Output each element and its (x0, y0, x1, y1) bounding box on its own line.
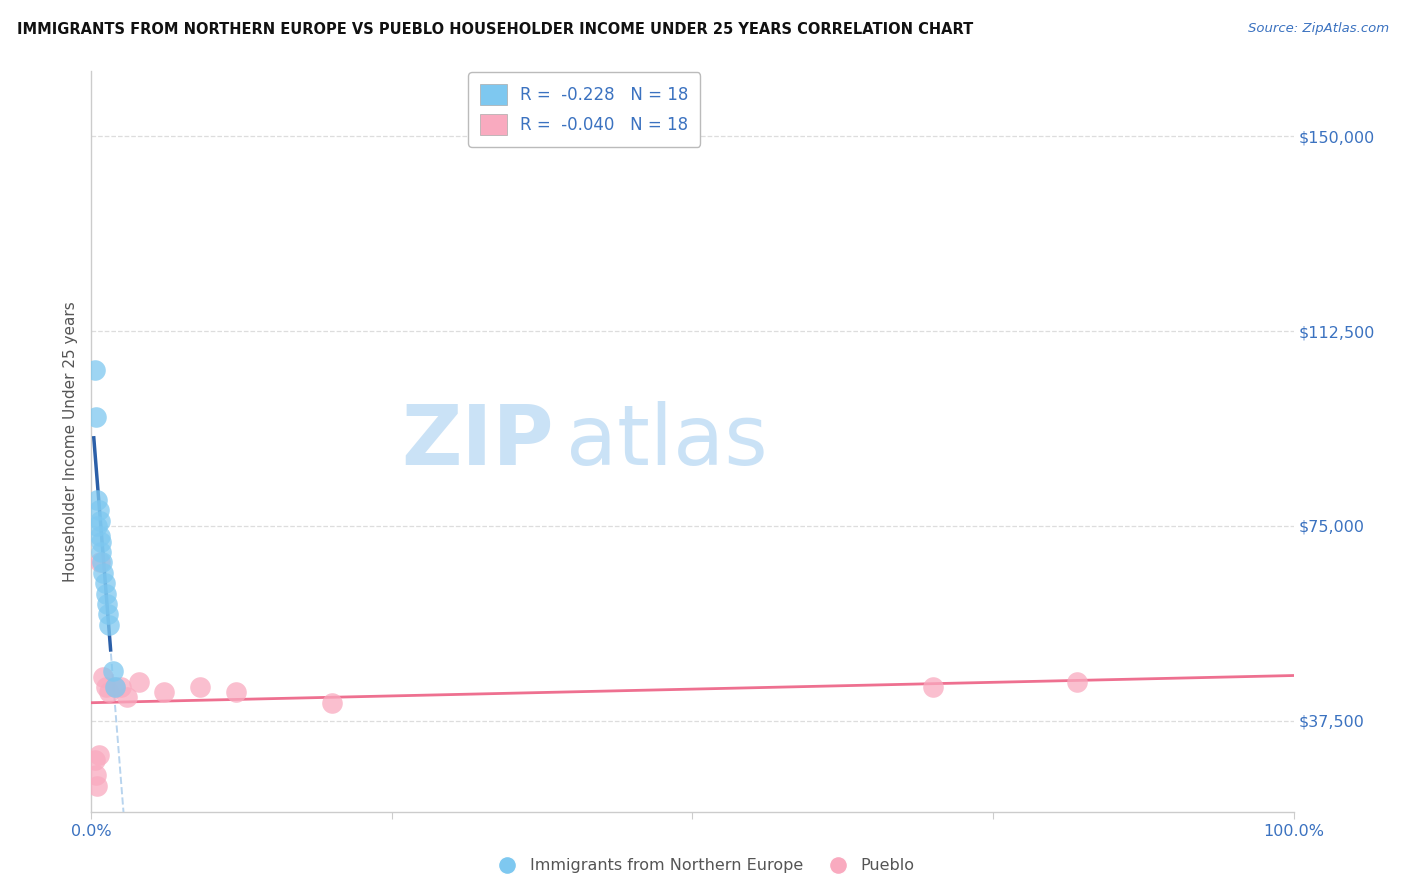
Point (98, 685, 121, 699)
Text: IMMIGRANTS FROM NORTHERN EUROPE VS PUEBLO HOUSEHOLDER INCOME UNDER 25 YEARS CORR: IMMIGRANTS FROM NORTHERN EUROPE VS PUEBL… (17, 22, 973, 37)
Point (93, 566, 115, 580)
Point (84, 753, 107, 767)
Point (89, 514, 111, 528)
Point (321, 696, 343, 710)
Point (1066, 674, 1088, 689)
Point (94, 680, 117, 694)
Point (922, 680, 945, 694)
Point (91, 555, 114, 569)
Point (152, 685, 174, 699)
Point (86, 519, 108, 533)
Text: atlas: atlas (567, 401, 768, 482)
Point (93, 670, 115, 684)
Point (96, 597, 118, 611)
Point (98, 617, 121, 632)
Legend: Immigrants from Northern Europe, Pueblo: Immigrants from Northern Europe, Pueblo (485, 852, 921, 880)
Point (86, 779, 108, 793)
Point (225, 685, 247, 699)
Point (94, 586, 117, 600)
Point (86, 493, 108, 508)
Point (84, 409, 107, 424)
Point (87, 747, 110, 762)
Point (89, 529, 111, 543)
Point (84, 768, 107, 782)
Point (110, 680, 132, 694)
Text: ZIP: ZIP (402, 401, 554, 482)
Point (104, 680, 127, 694)
Point (188, 680, 211, 694)
Point (93, 576, 115, 591)
Point (104, 680, 127, 694)
Text: Source: ZipAtlas.com: Source: ZipAtlas.com (1249, 22, 1389, 36)
Point (87, 503, 110, 517)
Y-axis label: Householder Income Under 25 years: Householder Income Under 25 years (63, 301, 79, 582)
Point (97, 607, 120, 622)
Point (128, 674, 150, 689)
Point (117, 690, 139, 705)
Point (90, 534, 112, 549)
Point (101, 665, 124, 679)
Legend: R =  -0.228   N = 18, R =  -0.040   N = 18: R = -0.228 N = 18, R = -0.040 N = 18 (468, 72, 700, 147)
Point (84, 363, 107, 377)
Point (90, 545, 112, 559)
Point (89, 555, 111, 569)
